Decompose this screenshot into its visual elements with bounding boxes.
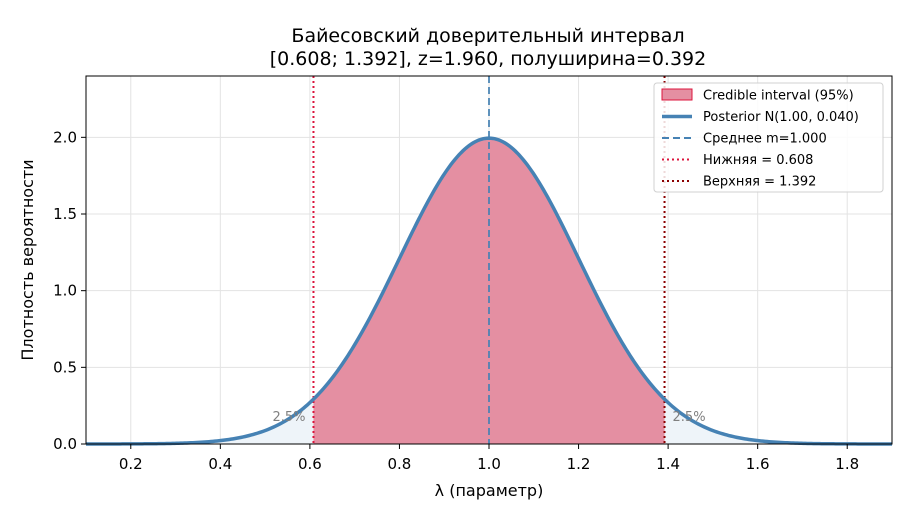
posterior-curve-group [86,136,892,446]
legend: Credible interval (95%) Posterior N(1.00,… [653,82,884,193]
legend-swatch-interval [661,88,693,101]
tail-labels: 2.5% 2.5% [272,410,705,425]
x-tick-label-6: 1.4 [656,455,680,473]
y-tick-label-0: 0.0 [53,435,77,453]
y-tick-label-4: 2.0 [53,128,77,146]
chart-title-line2: [0.608; 1.392], z=1.960, полуширина=0.39… [270,48,706,70]
y-tick-label-1: 0.5 [53,358,77,376]
legend-label-lower: Нижняя = 0.608 [703,153,813,168]
x-tick-label-1: 0.4 [208,455,232,473]
x-tick-label-0: 0.2 [119,455,143,473]
posterior-curve [86,136,892,446]
x-tick-label-3: 0.8 [388,455,412,473]
x-tick-label-4: 1.0 [477,455,501,473]
x-tick-label-5: 1.2 [567,455,591,473]
x-tick-label-2: 0.6 [298,455,322,473]
x-tick-label-7: 1.6 [746,455,770,473]
legend-label-fill: Credible interval (95%) [703,89,854,104]
y-tick-label-2: 1.0 [53,282,77,300]
x-axis-ticks: 0.2 0.4 0.6 0.8 1.0 1.2 1.4 1.6 1.8 [119,444,859,473]
legend-label-curve: Posterior N(1.00, 0.040) [703,110,859,125]
legend-label-mean: Среднее m=1.000 [703,132,827,147]
x-axis-label: λ (параметр) [435,481,544,500]
legend-box [653,82,884,193]
legend-label-upper: Верхняя = 1.392 [703,175,816,190]
y-axis-label: Плотность вероятности [18,159,37,360]
x-tick-label-8: 1.8 [835,455,859,473]
y-axis-ticks: 0.0 0.5 1.0 1.5 2.0 [53,128,86,453]
left-tail-label: 2.5% [272,410,305,425]
chart-title-line1: Байесовский доверительный интервал [291,25,684,47]
right-tail-label: 2.5% [673,410,706,425]
y-tick-label-3: 1.5 [53,205,77,223]
